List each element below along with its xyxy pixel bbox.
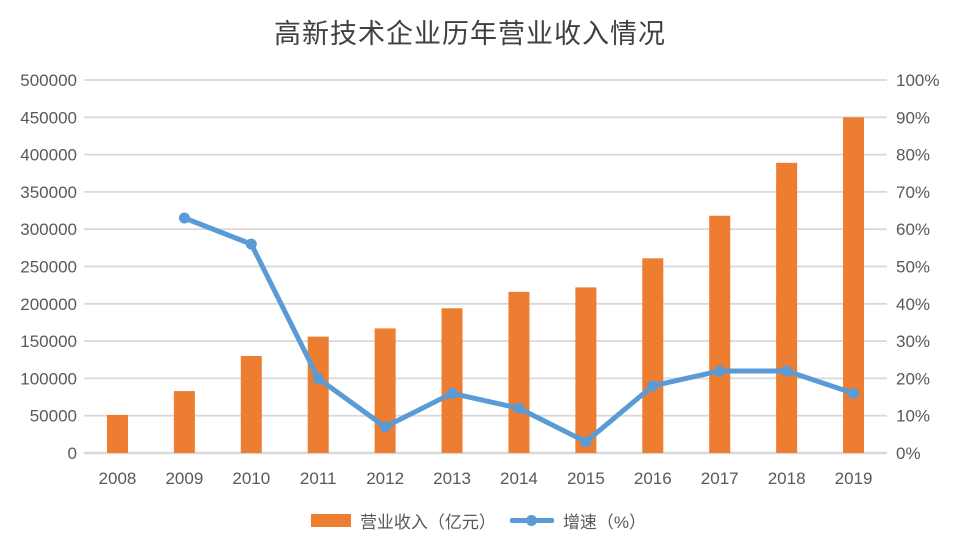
growth-line-marker: [714, 365, 726, 377]
legend-item-revenue: 营业收入（亿元）: [310, 508, 496, 533]
growth-line-marker: [781, 365, 793, 377]
x-axis-category-label: 2017: [701, 469, 739, 488]
bar-2011: [307, 336, 329, 453]
growth-line-marker: [580, 436, 592, 448]
left-axis-tick-label: 300000: [20, 220, 77, 239]
x-axis-category-label: 2008: [99, 469, 137, 488]
left-axis-tick-label: 450000: [20, 108, 77, 127]
growth-line-marker: [446, 387, 458, 399]
growth-marker-icon: [526, 515, 538, 526]
left-axis-tick-label: 250000: [20, 258, 77, 277]
left-axis-tick-label: 500000: [20, 71, 77, 90]
left-axis-tick-label: 50000: [30, 407, 77, 426]
right-axis-tick-label: 90%: [896, 108, 930, 127]
legend: 营业收入（亿元） 增速（%）: [0, 508, 957, 533]
right-axis-tick-label: 30%: [896, 332, 930, 351]
x-axis-category-label: 2018: [768, 469, 806, 488]
x-axis-category-label: 2016: [634, 469, 672, 488]
bar-2012: [374, 328, 396, 453]
bar-2015: [575, 287, 597, 453]
bar-2009: [173, 391, 195, 453]
x-axis-category-label: 2011: [300, 469, 337, 488]
x-axis-category-label: 2013: [433, 469, 471, 488]
right-axis-tick-label: 10%: [896, 407, 930, 426]
bar-2017: [709, 215, 731, 453]
left-axis-tick-label: 0: [68, 444, 77, 463]
x-axis-category-label: 2012: [366, 469, 404, 488]
bar-2018: [776, 162, 798, 453]
revenue-bar-swatch-icon: [310, 514, 351, 527]
legend-label-growth: 增速（%）: [562, 513, 647, 532]
right-axis-tick-label: 0%: [896, 444, 921, 463]
x-axis-category-label: 2015: [567, 469, 605, 488]
right-axis-tick-label: 70%: [896, 183, 930, 202]
bar-2014: [508, 291, 530, 453]
bar-2016: [642, 258, 664, 453]
chart-title: 高新技术企业历年营业收入情况: [274, 19, 666, 50]
bar-2010: [240, 356, 262, 453]
x-axis-category-label: 2019: [835, 469, 873, 488]
growth-line-marker: [848, 387, 860, 399]
left-axis-tick-label: 350000: [20, 183, 77, 202]
growth-line-marker: [245, 238, 257, 250]
left-axis-tick-label: 200000: [20, 295, 77, 314]
bar-2008: [106, 414, 128, 453]
growth-line-swatch-icon: [509, 515, 554, 526]
left-axis-tick-label: 150000: [20, 332, 77, 351]
bar-2019: [843, 117, 865, 454]
x-axis-category-label: 2009: [165, 469, 203, 488]
legend-item-growth: 增速（%）: [509, 508, 647, 533]
left-axis-tick-label: 400000: [20, 146, 77, 165]
growth-line-marker: [513, 402, 525, 414]
x-axis-category-label: 2010: [232, 469, 270, 488]
left-axis-tick-label: 100000: [20, 369, 77, 388]
right-axis-tick-label: 40%: [896, 295, 930, 314]
growth-line-marker: [379, 421, 391, 433]
legend-label-revenue: 营业收入（亿元）: [359, 513, 496, 532]
x-axis-category-label: 2014: [500, 469, 538, 488]
right-axis-tick-label: 60%: [896, 220, 930, 239]
growth-line-marker: [178, 212, 190, 224]
growth-line-marker: [647, 380, 659, 392]
right-axis-tick-label: 20%: [896, 369, 930, 388]
right-axis-tick-label: 50%: [896, 258, 930, 277]
right-axis-tick-label: 100%: [896, 71, 939, 90]
right-axis-tick-label: 80%: [896, 146, 930, 165]
growth-line-marker: [312, 372, 324, 384]
bar-2013: [441, 308, 463, 453]
